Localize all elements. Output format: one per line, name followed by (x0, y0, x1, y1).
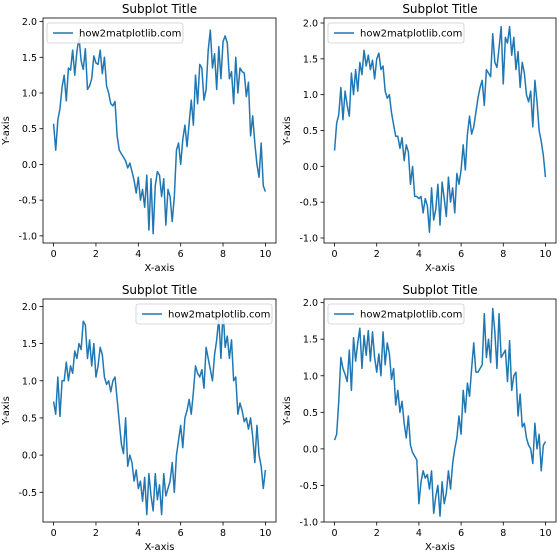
x-tick-label: 2 (374, 528, 380, 539)
y-axis-label: Y-axis (282, 396, 293, 426)
axes-frame (42, 17, 277, 244)
y-tick-label: -0.5 (18, 196, 37, 207)
y-tick-label: 1.5 (303, 335, 318, 346)
axes-frame (323, 298, 557, 523)
x-tick-label: 10 (539, 528, 551, 539)
x-tick-label: 4 (135, 528, 141, 539)
x-tick-label: 6 (178, 528, 184, 539)
series-line (333, 25, 547, 233)
legend-label: how2matplotlib.com (168, 310, 270, 321)
legend: how2matplotlib.com (135, 303, 273, 325)
legend-label: how2matplotlib.com (79, 29, 181, 40)
y-tick-label: -1.0 (299, 518, 318, 529)
subplot-title: Subplot Title (122, 2, 197, 16)
x-tick-label: 2 (93, 249, 99, 260)
y-axis-label: Y-axis (1, 116, 12, 146)
y-tick-label: 1.0 (303, 371, 318, 382)
y-tick-label: 0.0 (22, 160, 37, 171)
y-tick-label: 1.5 (22, 339, 37, 350)
subplot-3: 0 2 4 6 8 10 -0.5 0.0 0.5 1.0 1.5 2.0 Subplot Title X… (1, 283, 277, 553)
y-tick-label: 0.5 (22, 413, 37, 424)
y-tick-label: 1.5 (303, 54, 318, 65)
axes-frame (323, 17, 557, 244)
y-tick-label: 2.0 (303, 19, 318, 30)
x-axis-label: X-axis (145, 263, 175, 274)
x-tick-label: 4 (416, 249, 422, 260)
subplot-4: 0 2 4 6 8 10 -1.0 -0.5 0.0 0.5 1.0 1.5 2.0 Subplot Ti… (282, 283, 557, 553)
y-tick-label: 0.5 (303, 408, 318, 419)
series-line (52, 29, 267, 235)
legend-box (46, 22, 184, 44)
y-tick-label: -0.5 (299, 198, 318, 209)
x-tick-label: 10 (259, 249, 271, 260)
x-tick-label: 0 (332, 528, 338, 539)
x-tick-label: 2 (93, 528, 99, 539)
y-tick-label: 1.0 (303, 90, 318, 101)
subplot-1: 0 2 4 6 8 10 -1.0 -0.5 0.0 0.5 1.0 1.5 2.0 Subplot Ti… (1, 2, 277, 274)
x-tick-label: 10 (259, 528, 271, 539)
x-tick-label: 8 (220, 528, 226, 539)
x-tick-label: 8 (500, 249, 506, 260)
y-axis-label: Y-axis (1, 396, 12, 426)
y-tick-label: 1.0 (22, 376, 37, 387)
x-tick-label: 8 (500, 528, 506, 539)
x-tick-label: 10 (539, 249, 551, 260)
subplot-title: Subplot Title (402, 2, 477, 16)
y-tick-label: 2.0 (22, 302, 37, 313)
subplot-2: 0 2 4 6 8 10 -1.0 -0.5 0.0 0.5 1.0 1.5 2.0 Subplot Ti… (282, 2, 557, 274)
y-tick-label: -1.0 (299, 233, 318, 244)
y-tick-label: 0.0 (22, 451, 37, 462)
x-axis-label: X-axis (425, 542, 455, 553)
legend: how2matplotlib.com (46, 22, 184, 44)
x-tick-label: 0 (332, 249, 338, 260)
legend: how2matplotlib.com (327, 303, 465, 325)
legend-box (135, 303, 273, 325)
y-tick-label: 1.5 (22, 53, 37, 64)
y-axis-label: Y-axis (282, 116, 293, 146)
y-tick-label: 0.5 (22, 124, 37, 135)
x-tick-label: 4 (135, 249, 141, 260)
y-tick-label: -0.5 (299, 481, 318, 492)
legend: how2matplotlib.com (327, 22, 465, 44)
legend-box (327, 303, 465, 325)
y-tick-label: 0.5 (303, 126, 318, 137)
series-line (52, 309, 267, 516)
subplot-title: Subplot Title (122, 283, 197, 297)
y-tick-label: 2.0 (303, 298, 318, 309)
x-tick-label: 6 (458, 249, 464, 260)
x-tick-label: 8 (220, 249, 226, 260)
y-tick-label: 1.0 (22, 89, 37, 100)
x-tick-label: 4 (416, 528, 422, 539)
x-tick-label: 0 (51, 528, 57, 539)
subplot-title: Subplot Title (402, 283, 477, 297)
x-tick-label: 6 (178, 249, 184, 260)
y-tick-label: 2.0 (22, 17, 37, 28)
x-tick-label: 0 (51, 249, 57, 260)
x-tick-label: 2 (374, 249, 380, 260)
axes-frame (42, 298, 277, 523)
x-axis-label: X-axis (145, 542, 175, 553)
y-tick-label: 0.0 (303, 444, 318, 455)
legend-label: how2matplotlib.com (360, 310, 462, 321)
y-tick-label: -0.5 (18, 488, 37, 499)
y-tick-label: -1.0 (18, 231, 37, 242)
legend-box (327, 22, 465, 44)
legend-label: how2matplotlib.com (360, 29, 462, 40)
series-line (333, 307, 547, 517)
x-axis-label: X-axis (425, 263, 455, 274)
y-tick-label: 0.0 (303, 162, 318, 173)
x-tick-label: 6 (458, 528, 464, 539)
